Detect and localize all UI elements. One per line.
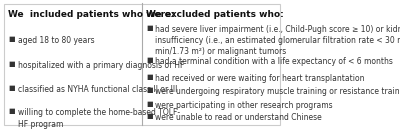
Text: ■: ■ <box>146 25 153 31</box>
Text: aged 18 to 80 years: aged 18 to 80 years <box>18 36 95 45</box>
Text: ■: ■ <box>146 113 153 119</box>
Text: were unable to read or understand Chinese: were unable to read or understand Chines… <box>155 113 322 122</box>
Text: had a terminal condition with a life expectancy of < 6 months: had a terminal condition with a life exp… <box>155 57 393 66</box>
Text: had received or were waiting for heart transplantation: had received or were waiting for heart t… <box>155 74 364 83</box>
Text: ■: ■ <box>8 61 15 67</box>
Text: ■: ■ <box>8 85 15 91</box>
Text: We excluded patients who:: We excluded patients who: <box>146 10 284 19</box>
Text: ■: ■ <box>146 74 153 80</box>
Text: were undergoing respiratory muscle training or resistance training: were undergoing respiratory muscle train… <box>155 87 400 96</box>
Text: hospitalized with a primary diagnosis of HF: hospitalized with a primary diagnosis of… <box>18 61 185 70</box>
Text: ■: ■ <box>8 36 15 42</box>
Text: classified as NYHA functional class II or III: classified as NYHA functional class II o… <box>18 85 178 94</box>
Text: willing to complete the home-based TOLF-
HF program: willing to complete the home-based TOLF-… <box>18 108 180 128</box>
Text: ■: ■ <box>146 57 153 63</box>
Text: were participating in other research programs: were participating in other research pro… <box>155 101 332 110</box>
Text: ■: ■ <box>146 101 153 107</box>
Text: ■: ■ <box>146 87 153 93</box>
Text: had severe liver impairment (i.e., Child-Pugh score ≥ 10) or kidney
insufficienc: had severe liver impairment (i.e., Child… <box>155 25 400 56</box>
Text: We  included patients who were:: We included patients who were: <box>8 10 175 19</box>
Text: ■: ■ <box>8 108 15 114</box>
